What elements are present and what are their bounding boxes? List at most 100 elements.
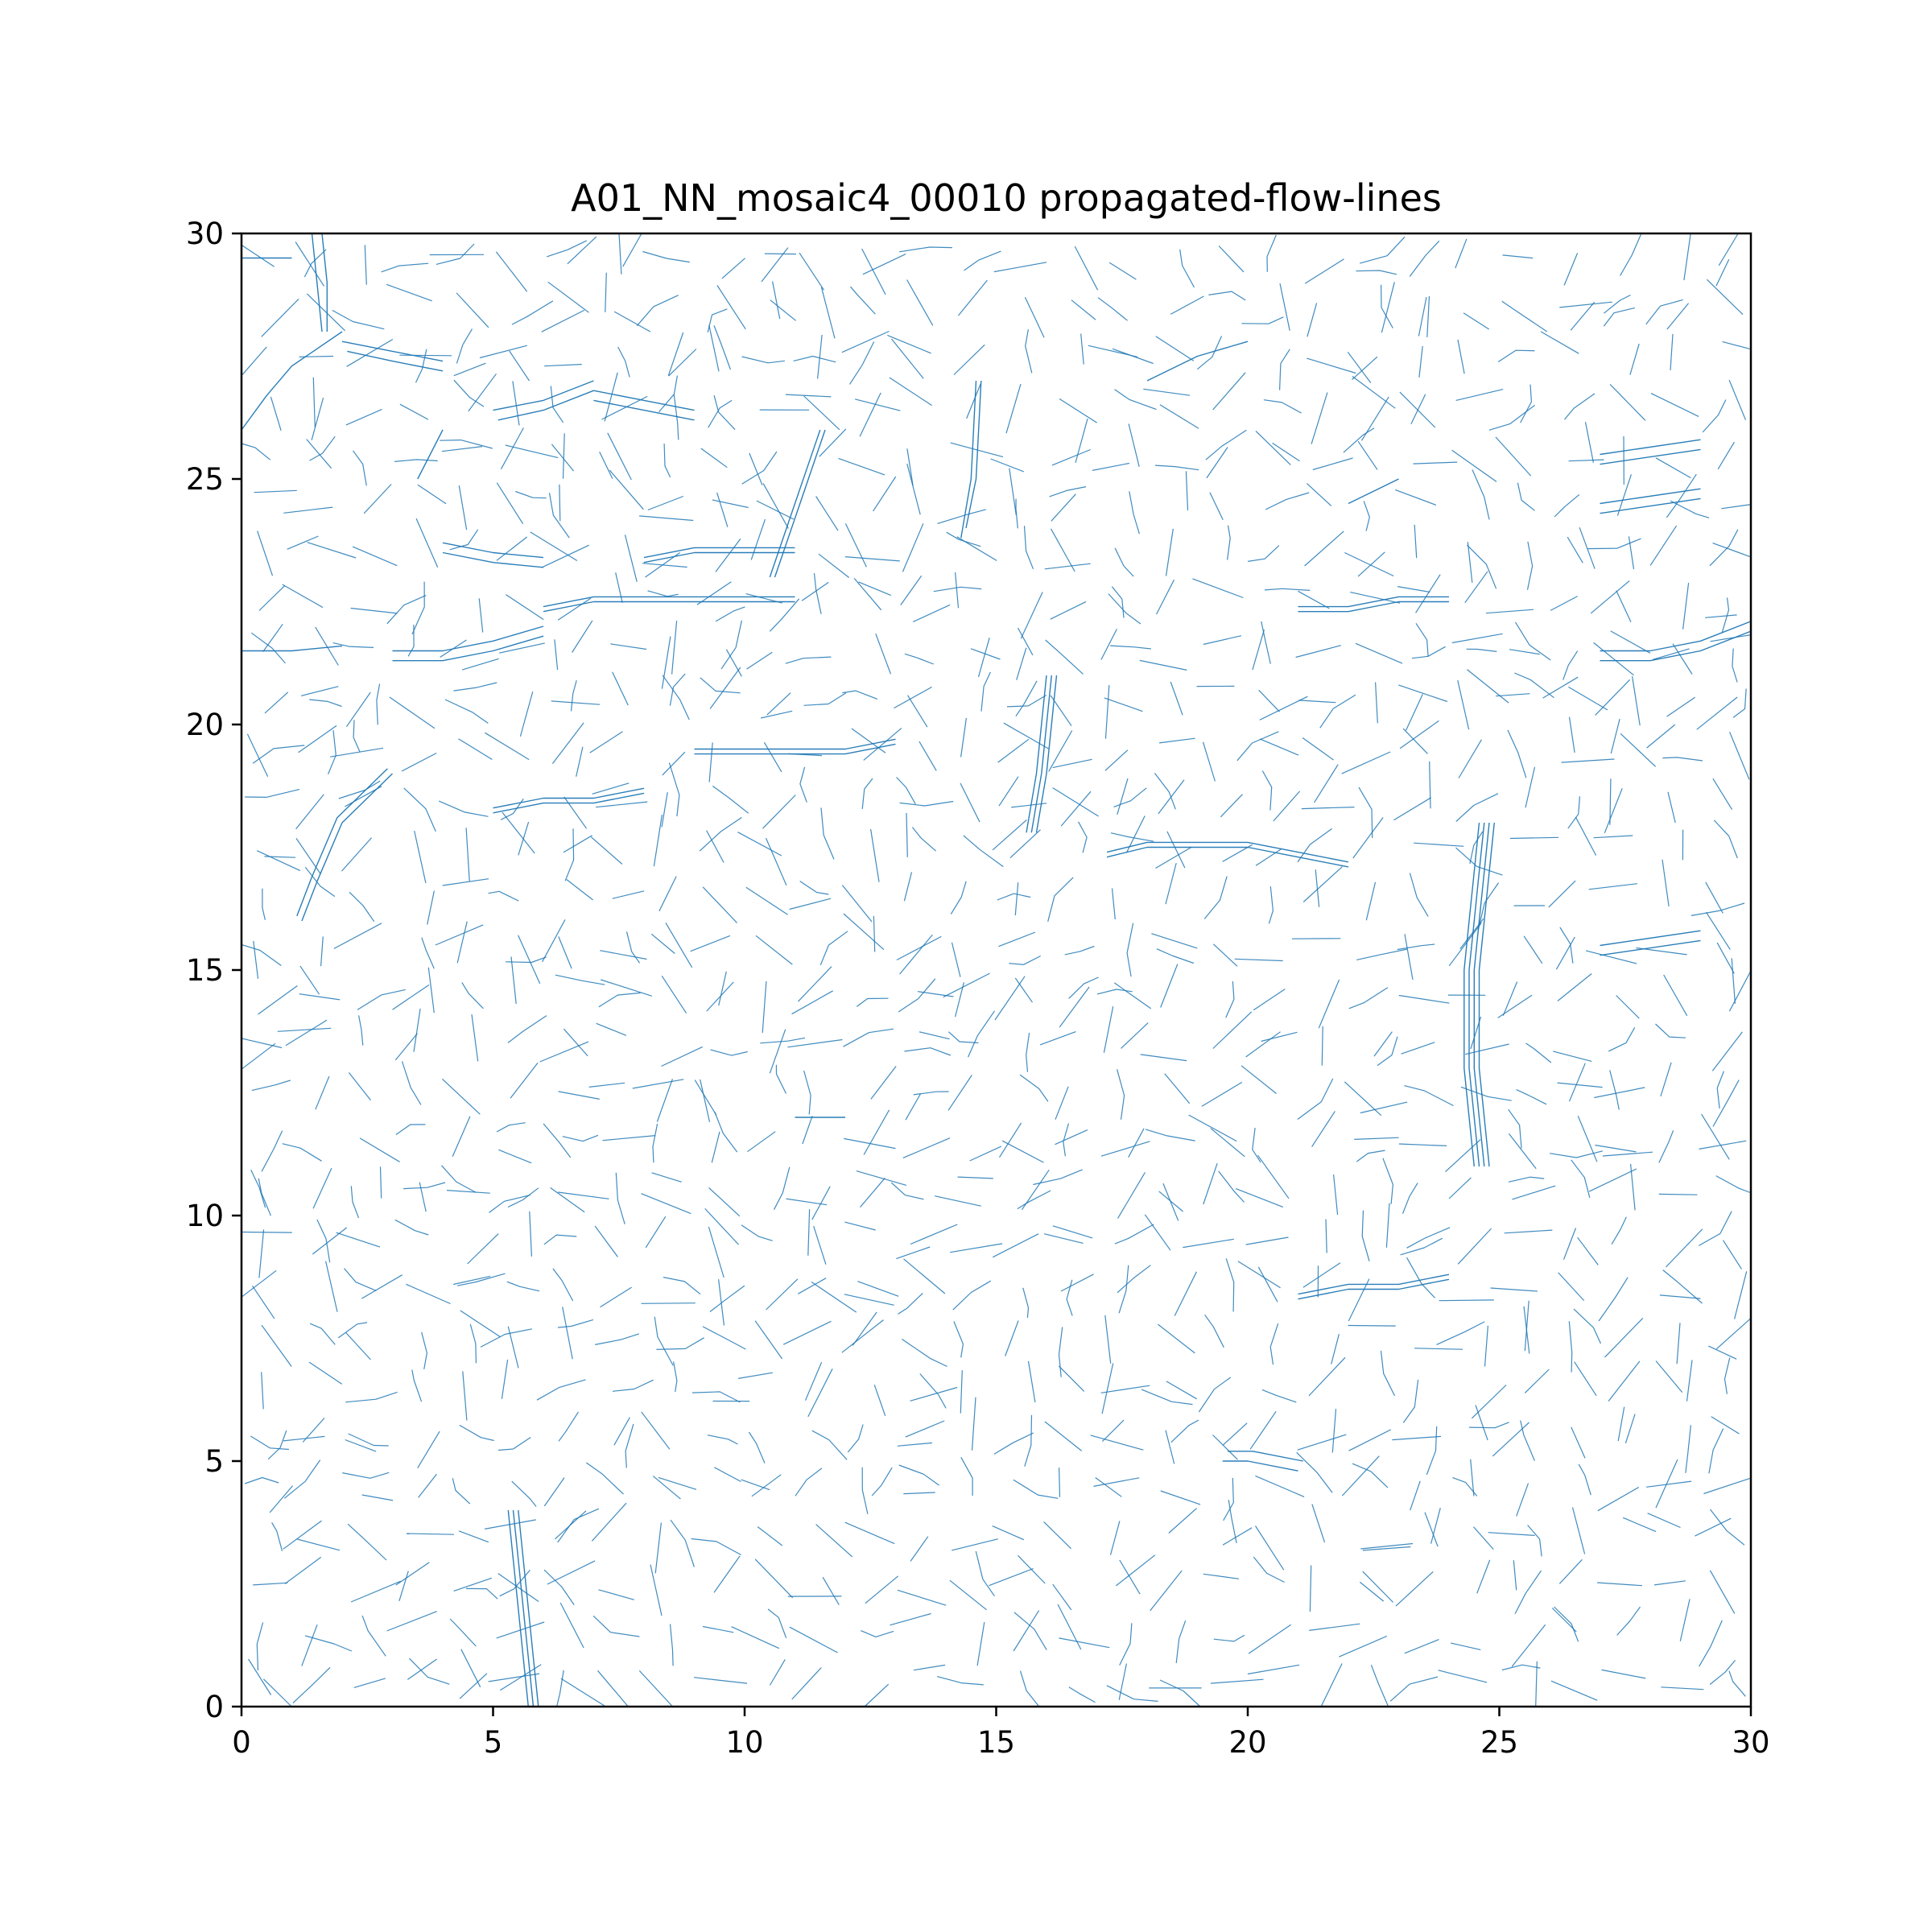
flow-line-segment: [1469, 831, 1484, 865]
flow-line-segment: [1103, 1005, 1114, 1053]
flow-line-segment: [489, 1195, 530, 1213]
flow-line-segment: [467, 1233, 499, 1265]
flow-line-segment: [458, 485, 468, 530]
flow-line-segment: [1624, 1414, 1636, 1443]
flow-line-segment: [747, 1131, 776, 1153]
flow-line-segment: [1154, 773, 1176, 810]
flow-line-segment: [858, 581, 892, 597]
flow-line-segment: [844, 556, 900, 562]
flow-line-segment: [1360, 1101, 1408, 1114]
plot-background: [242, 233, 1751, 1707]
flow-line-segment: [1398, 1143, 1447, 1146]
flow-line-segment: [250, 632, 286, 664]
flow-line-segment: [1706, 279, 1744, 316]
flow-line-segment: [1710, 1509, 1745, 1546]
flow-line-segment: [1160, 1490, 1201, 1505]
flow-line-segment: [1128, 1128, 1145, 1158]
flow-line-segment: [751, 1474, 782, 1497]
flow-line-segment: [766, 692, 791, 716]
flow-line-segment: [919, 741, 937, 771]
flow-line: [643, 551, 795, 564]
flow-line-segment: [261, 1372, 264, 1410]
flow-line-segment: [1100, 629, 1117, 660]
flow-line-segment: [1708, 1345, 1737, 1360]
flow-line-segment: [496, 1122, 526, 1133]
flow-line-segment: [1424, 1512, 1439, 1547]
flow-line-segment: [638, 1670, 674, 1707]
flow-line-segment: [904, 1047, 952, 1056]
flow-line-segment: [1203, 635, 1242, 646]
flow-line-segment: [544, 364, 582, 367]
flow-line-segment: [624, 535, 638, 582]
flow-line-segment: [952, 1538, 999, 1551]
flow-line-segment: [700, 448, 728, 469]
flow-line-segment: [554, 639, 559, 671]
x-tick-label: 25: [1480, 1725, 1518, 1760]
flow-line-segment: [1357, 551, 1385, 577]
flow-line-segment: [1571, 1507, 1586, 1554]
flow-line-segment: [851, 728, 886, 753]
flow-line-segment: [1210, 1678, 1264, 1684]
flow-line-segment: [1610, 630, 1651, 654]
flow-line-segment: [1116, 1554, 1156, 1587]
flow-line-segment: [258, 1178, 271, 1216]
flow-line-segment: [1266, 234, 1277, 272]
flow-line-segment: [1358, 786, 1373, 839]
flow-line-segment: [304, 1635, 353, 1652]
flow-line-segment: [543, 1123, 572, 1158]
flow-line-segment: [1245, 1031, 1281, 1058]
flow-line-segment: [668, 349, 697, 377]
flow-line-segment: [899, 800, 954, 807]
flow-line-segment: [1728, 1670, 1746, 1697]
flow-line-segment: [283, 1435, 325, 1442]
flow-line-segment: [1604, 788, 1623, 834]
flow-line-segment: [1114, 389, 1157, 411]
flow-line-segment: [1575, 816, 1597, 856]
flow-line-segment: [1455, 793, 1499, 822]
flow-line: [1600, 448, 1701, 465]
flow-line-segment: [325, 1261, 338, 1312]
flow-line-segment: [1646, 1480, 1692, 1488]
flow-line-segment: [1052, 787, 1099, 817]
flow-line-segment: [299, 965, 320, 995]
x-tick-label: 10: [725, 1725, 763, 1760]
flow-line-segment: [427, 967, 435, 1013]
flow-line-segment: [1264, 588, 1311, 591]
flow-line-segment: [1341, 1455, 1380, 1496]
flow-line-segment: [618, 233, 622, 275]
flow-line-segment: [1451, 1642, 1481, 1650]
flow-line-segment: [1344, 551, 1394, 577]
flow-line-segment: [754, 1320, 783, 1360]
flow-line-segment: [1395, 1571, 1434, 1607]
flow-line-segment: [543, 1234, 577, 1245]
flow-line-segment: [769, 1029, 786, 1074]
flow-line-segment: [757, 1526, 783, 1546]
flow-line-segment: [1666, 696, 1695, 717]
flow-line-segment: [1118, 1265, 1129, 1314]
flow-line-segment: [1604, 1317, 1644, 1358]
flow-line-segment: [1653, 648, 1690, 660]
flow-line-segment: [896, 777, 916, 804]
flow-line-segment: [1564, 393, 1596, 420]
flow-line: [493, 792, 645, 814]
flow-line-segment: [861, 248, 886, 295]
flow-line-segment: [1117, 778, 1129, 815]
flow-line-segment: [1467, 544, 1497, 589]
flow-line-segment: [1139, 659, 1187, 671]
flow-line-segment: [1715, 1175, 1751, 1194]
flow-line: [694, 743, 896, 755]
flow-line-segment: [1617, 1406, 1625, 1442]
flow-line-segment: [1555, 936, 1575, 970]
flow-line-segment: [1237, 1261, 1281, 1289]
flow-line-segment: [622, 233, 642, 267]
flow-line-segment: [1009, 955, 1041, 965]
flow-line-segment: [1594, 1087, 1645, 1099]
flow-line-segment: [1121, 1022, 1149, 1049]
flow-line-segment: [1279, 349, 1290, 390]
flow-line-segment: [799, 881, 829, 895]
flow-line-segment: [1005, 383, 1022, 434]
flow-line: [1035, 675, 1058, 833]
flow-line-segment: [1225, 1258, 1235, 1312]
flow-line-segment: [1203, 1573, 1240, 1579]
flow-line-segment: [511, 1480, 537, 1507]
